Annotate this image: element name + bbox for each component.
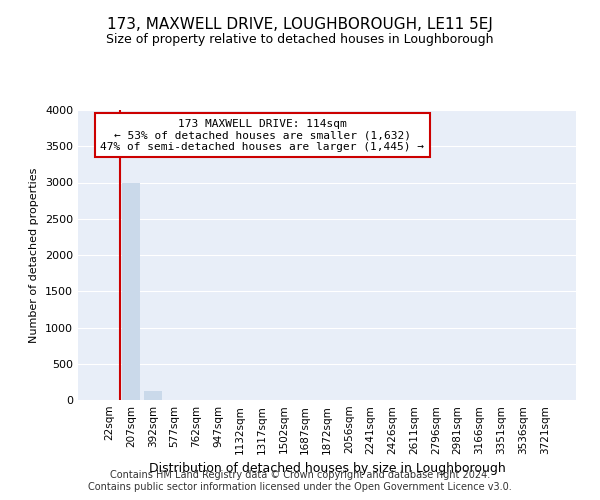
Text: Contains HM Land Registry data © Crown copyright and database right 2024.: Contains HM Land Registry data © Crown c…: [110, 470, 490, 480]
Bar: [144, 391, 161, 400]
Text: 173, MAXWELL DRIVE, LOUGHBOROUGH, LE11 5EJ: 173, MAXWELL DRIVE, LOUGHBOROUGH, LE11 5…: [107, 18, 493, 32]
Text: Size of property relative to detached houses in Loughborough: Size of property relative to detached ho…: [106, 32, 494, 46]
X-axis label: Distribution of detached houses by size in Loughborough: Distribution of detached houses by size …: [149, 462, 505, 475]
Bar: [122, 182, 140, 400]
Text: 173 MAXWELL DRIVE: 114sqm
← 53% of detached houses are smaller (1,632)
47% of se: 173 MAXWELL DRIVE: 114sqm ← 53% of detac…: [100, 118, 424, 152]
Text: Contains public sector information licensed under the Open Government Licence v3: Contains public sector information licen…: [88, 482, 512, 492]
Y-axis label: Number of detached properties: Number of detached properties: [29, 168, 40, 342]
